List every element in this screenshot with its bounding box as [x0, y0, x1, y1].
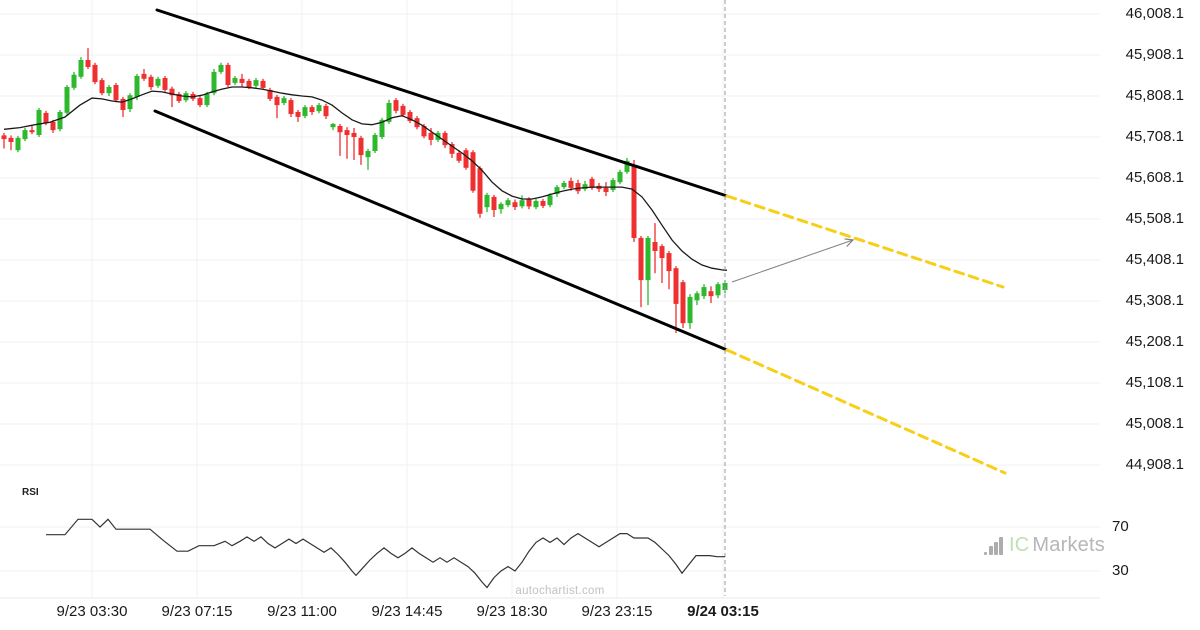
- autochartist-watermark: autochartist.com: [515, 585, 605, 597]
- price-tick-label: 45,008.1: [1125, 415, 1184, 432]
- price-tick-label: 45,608.1: [1125, 169, 1184, 186]
- price-tick-label: 45,208.1: [1125, 333, 1184, 350]
- price-tick-label: 45,108.1: [1125, 374, 1184, 391]
- time-tick-label: 9/23 14:45: [371, 603, 443, 620]
- time-tick-label: 9/24 03:15: [687, 603, 759, 620]
- rsi-level-label: 30: [1112, 562, 1129, 579]
- price-tick-label: 45,708.1: [1125, 128, 1184, 145]
- price-tick-label: 45,508.1: [1125, 210, 1184, 227]
- time-tick-label: 9/23 07:15: [161, 603, 233, 620]
- icmarkets-logo-ic: IC: [1009, 534, 1030, 556]
- price-tick-label: 45,908.1: [1125, 46, 1184, 63]
- time-tick-label: 9/23 23:15: [581, 603, 653, 620]
- time-tick-label: 9/23 11:00: [267, 603, 337, 620]
- price-tick-label: 46,008.1: [1125, 5, 1184, 22]
- time-tick-label: 9/23 18:30: [476, 603, 548, 620]
- price-tick-label: 45,808.1: [1125, 87, 1184, 104]
- price-tick-label: 45,408.1: [1125, 251, 1184, 268]
- icmarkets-bars-icon: [984, 537, 1003, 555]
- time-tick-label: 9/23 03:30: [56, 603, 128, 620]
- price-tick-label: 45,308.1: [1125, 292, 1184, 309]
- icmarkets-logo-markets: Markets: [1032, 534, 1105, 556]
- rsi-level-label: 70: [1112, 518, 1129, 535]
- icmarkets-logo: IC Markets: [984, 534, 1105, 556]
- rsi-indicator-label: RSI: [22, 487, 39, 498]
- price-tick-label: 44,908.1: [1125, 456, 1184, 473]
